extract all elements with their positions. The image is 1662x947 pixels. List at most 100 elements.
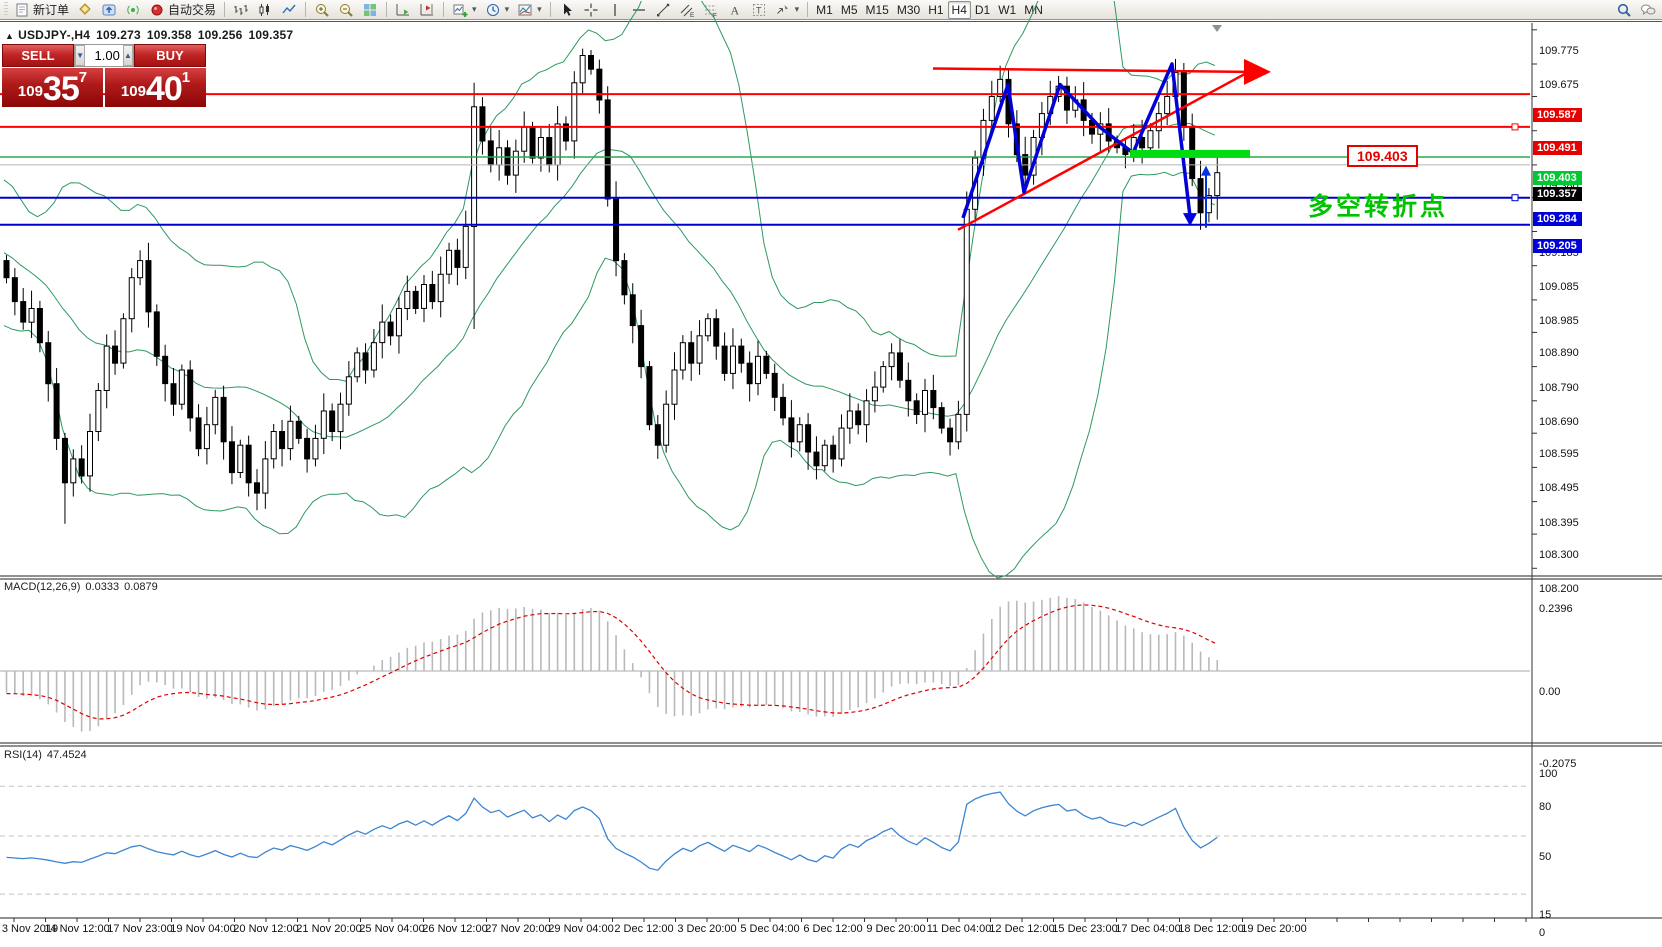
volume-increase-button[interactable]: ▲ xyxy=(122,45,133,66)
sell-price-base: 109 xyxy=(17,83,43,100)
timeframe-m30-button[interactable]: M30 xyxy=(893,1,924,19)
collapse-icon[interactable]: ▲ xyxy=(5,31,15,41)
auto-scroll-button[interactable] xyxy=(391,1,415,19)
green-zone-bar[interactable] xyxy=(1130,149,1250,158)
chart-shift-button[interactable] xyxy=(415,1,439,19)
zoom-out-button[interactable] xyxy=(334,1,358,19)
blue-zigzag-annotation[interactable] xyxy=(961,62,1192,219)
timeframe-m1-button[interactable]: M1 xyxy=(812,1,837,19)
search-button[interactable] xyxy=(1612,1,1636,19)
timeframe-m5-button[interactable]: M5 xyxy=(837,1,862,19)
toolbar: 新订单 自动交易 ▾ ▾ ▾ E F A T ▾ M1 M5 M15 M30 H1 H4 D1 W1 MN xyxy=(0,0,1662,20)
rsi-value: 47.4524 xyxy=(46,749,87,761)
candle-body xyxy=(312,437,319,460)
zoom-in-button[interactable] xyxy=(310,1,334,19)
line-drag-handle[interactable] xyxy=(1511,194,1519,202)
candle-body xyxy=(896,352,903,381)
timeframe-w1-button[interactable]: W1 xyxy=(994,1,1020,19)
candle-chart-button[interactable] xyxy=(253,1,277,19)
buy-price-button[interactable]: 109 40 1 xyxy=(105,68,206,107)
time-axis-label: 26 Nov 12:00 xyxy=(422,923,488,935)
candle-body xyxy=(838,427,845,460)
template-icon xyxy=(517,2,533,18)
line-chart-button[interactable] xyxy=(277,1,301,19)
candle-body xyxy=(53,383,60,439)
toolbar-separator xyxy=(549,2,551,17)
blue-up-arrowhead[interactable] xyxy=(1201,165,1211,176)
time-axis-label: 3 Nov 2019 xyxy=(1,923,59,935)
trendline-button[interactable] xyxy=(651,1,675,19)
toolbar-grip[interactable] xyxy=(4,2,8,17)
candle-body xyxy=(504,147,511,176)
crosshair-button[interactable] xyxy=(579,1,603,19)
sell-price-button[interactable]: 109 35 7 xyxy=(2,68,103,107)
timeframe-mn-button-label: MN xyxy=(1024,2,1043,17)
candle-body xyxy=(1164,96,1171,115)
red-resistance-trendline[interactable] xyxy=(932,67,1247,74)
candle-body xyxy=(846,410,853,429)
candle-body xyxy=(746,362,753,385)
dropdown-caret-icon[interactable]: ▾ xyxy=(794,4,800,14)
candle-body xyxy=(1180,72,1187,128)
chat-button[interactable] xyxy=(1636,1,1660,19)
red-support-trendline[interactable] xyxy=(957,72,1247,231)
profiles-button[interactable]: ▾ xyxy=(481,1,514,19)
dropdown-caret-icon[interactable]: ▾ xyxy=(472,4,477,14)
time-axis-label: 20 Nov 12:00 xyxy=(233,923,299,935)
template-button[interactable]: ▾ xyxy=(513,1,546,19)
candle-body xyxy=(187,369,194,419)
timeframe-h1-button[interactable]: H1 xyxy=(924,1,947,19)
vertical-line-button[interactable] xyxy=(603,1,627,19)
buy-button[interactable]: BUY xyxy=(134,44,206,67)
chart-shift-marker[interactable] xyxy=(1212,25,1222,32)
time-axis-label: 19 Nov 04:00 xyxy=(170,923,236,935)
autotrade-button[interactable]: 自动交易 xyxy=(145,1,220,19)
volume-decrease-button[interactable]: ▼ xyxy=(75,45,86,66)
volume-input[interactable] xyxy=(85,45,123,66)
text-button[interactable]: A xyxy=(723,1,747,19)
annotation-note-text[interactable]: 多空转折点 xyxy=(1308,193,1449,221)
timeframe-d1-button[interactable]: D1 xyxy=(971,1,994,19)
new-order-button[interactable]: 新订单 xyxy=(10,1,73,19)
macd-value-main: 0.0333 xyxy=(85,581,120,593)
channel-button[interactable]: E xyxy=(675,1,699,19)
candle-body xyxy=(963,208,970,415)
sell-price-main: 35 xyxy=(42,70,80,108)
time-axis-label: 27 Nov 20:00 xyxy=(485,923,551,935)
publish-button[interactable] xyxy=(97,1,121,19)
price-tag-label[interactable]: 109.403 xyxy=(1347,145,1418,167)
text-label-button[interactable]: T xyxy=(747,1,771,19)
time-axis-label: 2 Dec 12:00 xyxy=(614,923,674,935)
shapes-button[interactable]: ▾ xyxy=(771,1,804,19)
tile-windows-button[interactable] xyxy=(358,1,382,19)
red-arrowhead[interactable] xyxy=(1244,58,1271,85)
line-drag-handle[interactable] xyxy=(1511,123,1519,131)
new-order-button-label: 新订单 xyxy=(33,3,70,17)
candle-body xyxy=(446,249,453,275)
timeframe-mn-button[interactable]: MN xyxy=(1020,1,1047,19)
candle-body xyxy=(546,137,553,166)
horizontal-line-button[interactable] xyxy=(627,1,651,19)
toolbar-separator xyxy=(224,2,226,17)
svg-text:T: T xyxy=(756,5,762,15)
bar-chart-button[interactable] xyxy=(229,1,253,19)
timeframe-m15-button[interactable]: M15 xyxy=(862,1,893,19)
price-level-label: 109.205 xyxy=(1533,239,1582,253)
candle-body xyxy=(437,273,444,303)
sell-button[interactable]: SELL xyxy=(2,44,74,67)
dropdown-caret-icon[interactable]: ▾ xyxy=(504,4,510,14)
cursor-button[interactable] xyxy=(555,1,579,19)
channel-icon: E xyxy=(679,2,695,18)
new-chart-button[interactable]: ▾ xyxy=(448,1,481,19)
market-badge-button[interactable] xyxy=(73,1,97,19)
price-axis-tick: 108.790 xyxy=(1539,382,1579,394)
dropdown-caret-icon[interactable]: ▾ xyxy=(537,4,542,14)
timeframe-h4-button[interactable]: H4 xyxy=(947,0,971,19)
blue-zigzag-arrowhead[interactable] xyxy=(1183,213,1197,227)
candle-body xyxy=(780,396,787,419)
candle-body xyxy=(387,321,394,337)
candle-body xyxy=(763,355,770,374)
toolbar-separator xyxy=(807,2,809,17)
signals-button[interactable] xyxy=(121,1,145,19)
